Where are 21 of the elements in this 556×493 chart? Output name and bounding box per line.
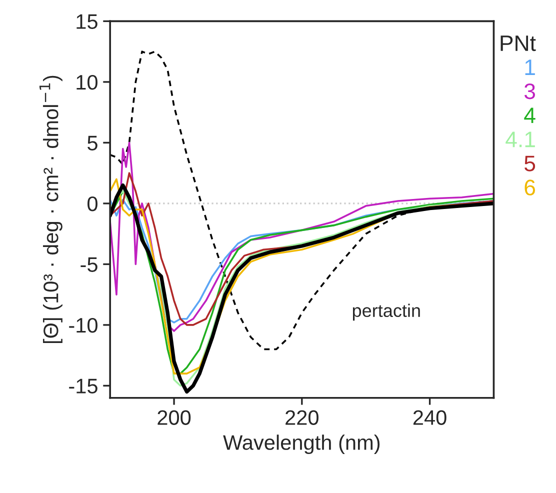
y-axis-title: [Θ] (10³ · deg · cm² · dmol$^{−1}$) (39, 76, 62, 344)
y-tick-label: 10 (76, 74, 98, 90)
text: 3 (524, 83, 536, 100)
y-tick-label: -15 (69, 378, 98, 394)
text: 4 (524, 108, 536, 124)
annotation: pertactin (352, 304, 420, 321)
x-axis-title: Wavelength (nm) (223, 434, 380, 454)
y-tick-label: 5 (88, 136, 98, 150)
y-tick-label: -10 (69, 318, 98, 333)
text: 4.1 (506, 132, 535, 148)
y-tick-label: -5 (80, 257, 98, 272)
series-label: 5 (524, 156, 536, 172)
x-tick-label: 200 (158, 410, 191, 425)
text: 1 (525, 60, 535, 75)
series-label: 6 (524, 180, 536, 196)
line-series (110, 142, 494, 332)
y-tick-label: 15 (76, 14, 98, 29)
x-tick-label: 240 (413, 410, 446, 425)
legend-title: PNt (500, 36, 536, 52)
x-tick-label: 220 (286, 410, 318, 425)
y-tick-label: 0 (88, 196, 98, 212)
